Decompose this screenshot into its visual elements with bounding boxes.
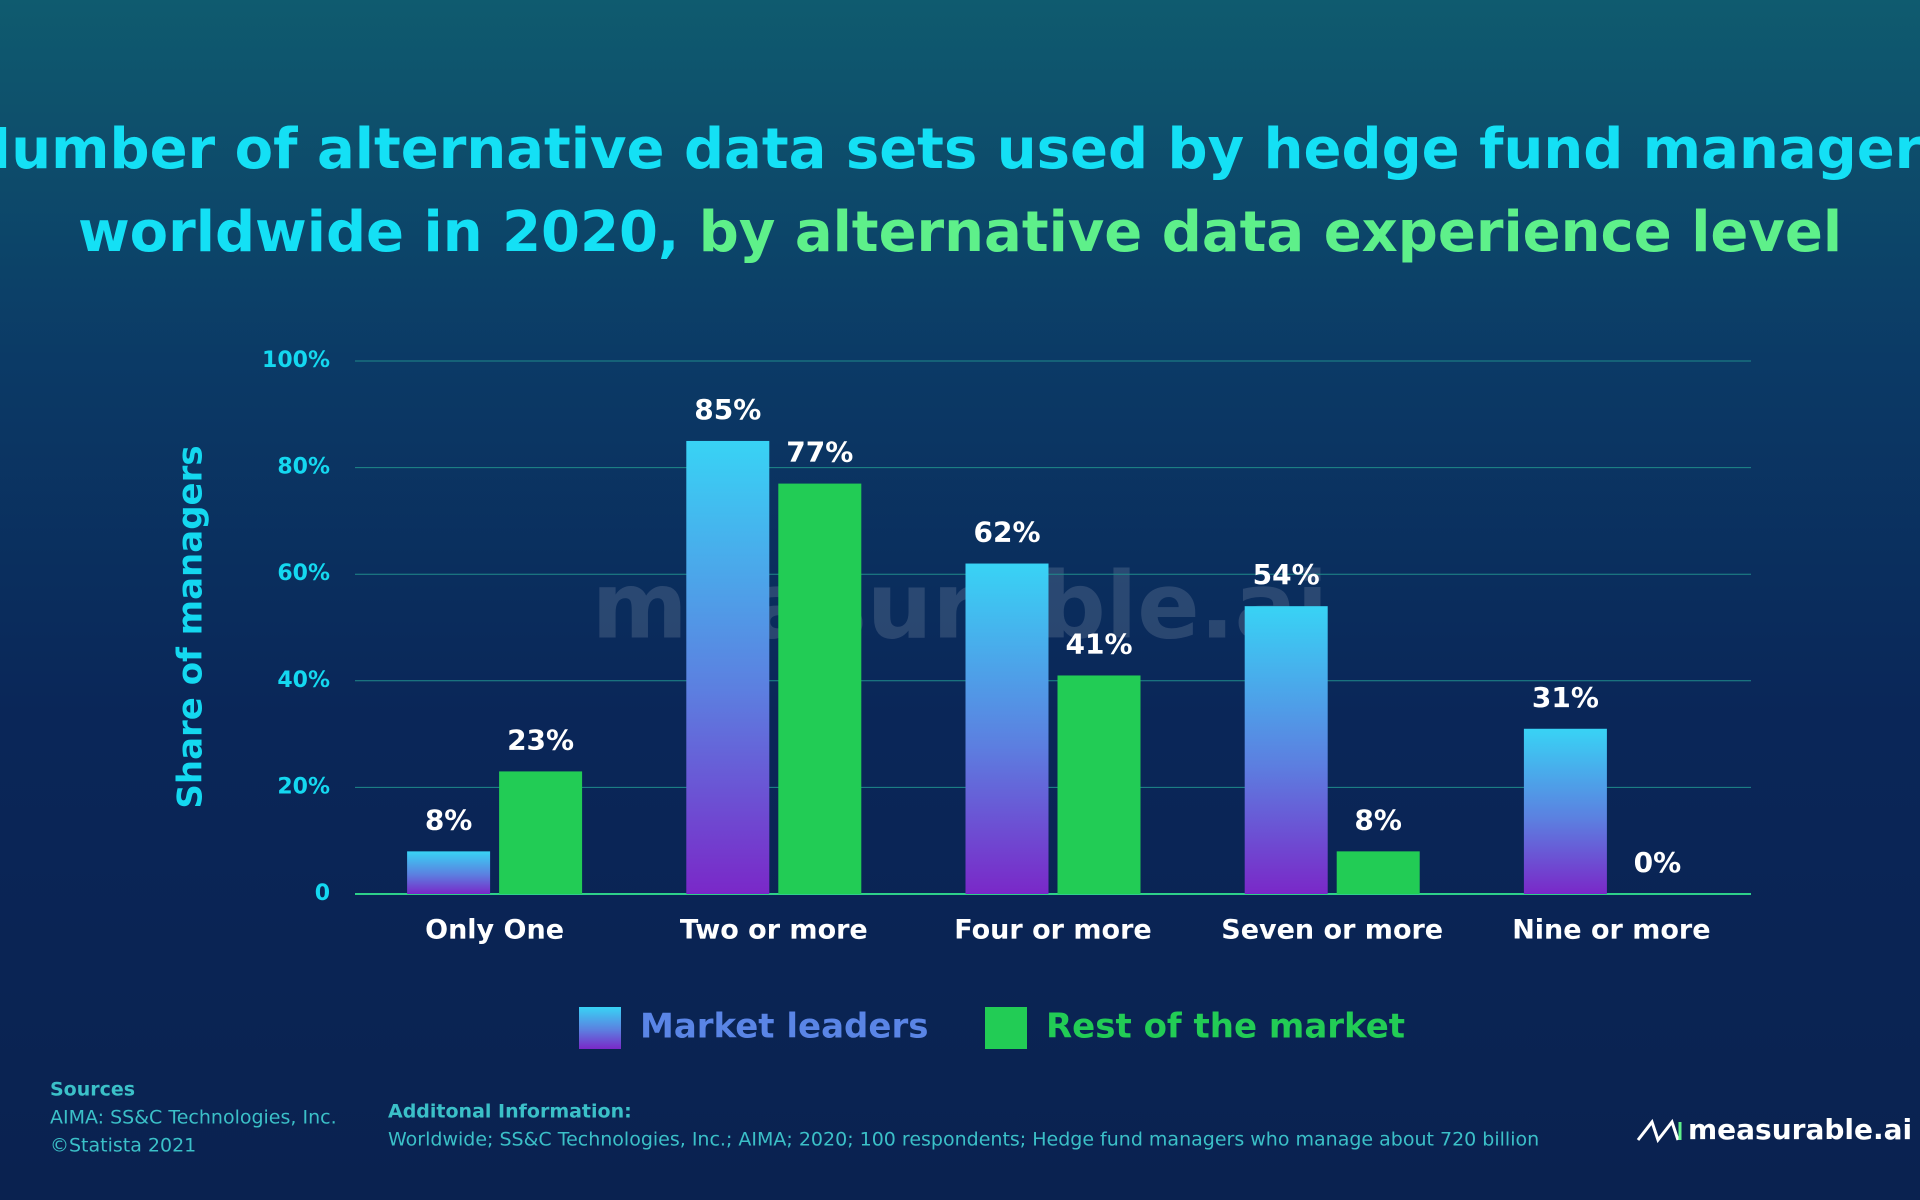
sources-title: Sources	[50, 1079, 135, 1101]
bar	[1244, 606, 1328, 894]
x-tick-label: Only One	[425, 915, 564, 946]
legend-swatch	[579, 1007, 621, 1049]
legend-label: Market leaders	[640, 1007, 928, 1047]
value-label: 85%	[694, 393, 761, 426]
value-label: 0%	[1634, 846, 1682, 879]
legend-label: Rest of the market	[1046, 1007, 1405, 1047]
bar	[965, 563, 1049, 894]
x-tick-label: Seven or more	[1221, 915, 1443, 946]
bar	[686, 440, 770, 894]
x-tick-label: Two or more	[680, 915, 868, 946]
y-axis-label: Share of managers	[171, 445, 211, 808]
bar	[1336, 851, 1420, 894]
chart-title: Number of alternative data sets used by …	[0, 117, 1920, 182]
value-label: 41%	[1065, 627, 1132, 660]
bar	[1057, 675, 1141, 894]
logo-icon	[1636, 1118, 1682, 1144]
value-label: 8%	[425, 803, 473, 836]
title-part: worldwide in 2020,	[78, 200, 679, 265]
y-tick-label: 20%	[277, 774, 330, 799]
value-label: 54%	[1253, 558, 1320, 591]
source-line: AIMA: SS&C Technologies, Inc.	[50, 1107, 337, 1129]
additional-text: Worldwide; SS&C Technologies, Inc.; AIMA…	[388, 1129, 1539, 1151]
value-label: 31%	[1532, 681, 1599, 714]
value-label: 23%	[507, 723, 574, 756]
y-tick-label: 80%	[277, 455, 330, 480]
y-tick-label: 60%	[277, 561, 330, 586]
x-tick-label: Four or more	[954, 915, 1151, 946]
source-line: ©Statista 2021	[50, 1135, 196, 1157]
chart-title-line2: worldwide in 2020, by alternative data e…	[78, 200, 1842, 265]
value-label: 8%	[1354, 803, 1402, 836]
bar	[499, 771, 583, 894]
legend-swatch	[985, 1007, 1027, 1049]
logo-text: measurable.ai	[1688, 1113, 1912, 1146]
bar	[778, 483, 862, 894]
value-label: 77%	[786, 436, 853, 469]
bar	[407, 851, 491, 894]
chart-subtitle: by alternative data experience level	[699, 200, 1842, 265]
footer: Sources AIMA: SS&C Technologies, Inc. ©S…	[50, 1079, 1912, 1157]
additional-title: Additonal Information:	[388, 1101, 632, 1123]
value-label: 62%	[973, 516, 1040, 549]
bar	[1523, 728, 1607, 894]
y-tick-label: 0	[315, 881, 330, 906]
y-tick-label: 40%	[277, 668, 330, 693]
x-tick-label: Nine or more	[1512, 915, 1710, 946]
y-tick-label: 100%	[262, 348, 330, 373]
